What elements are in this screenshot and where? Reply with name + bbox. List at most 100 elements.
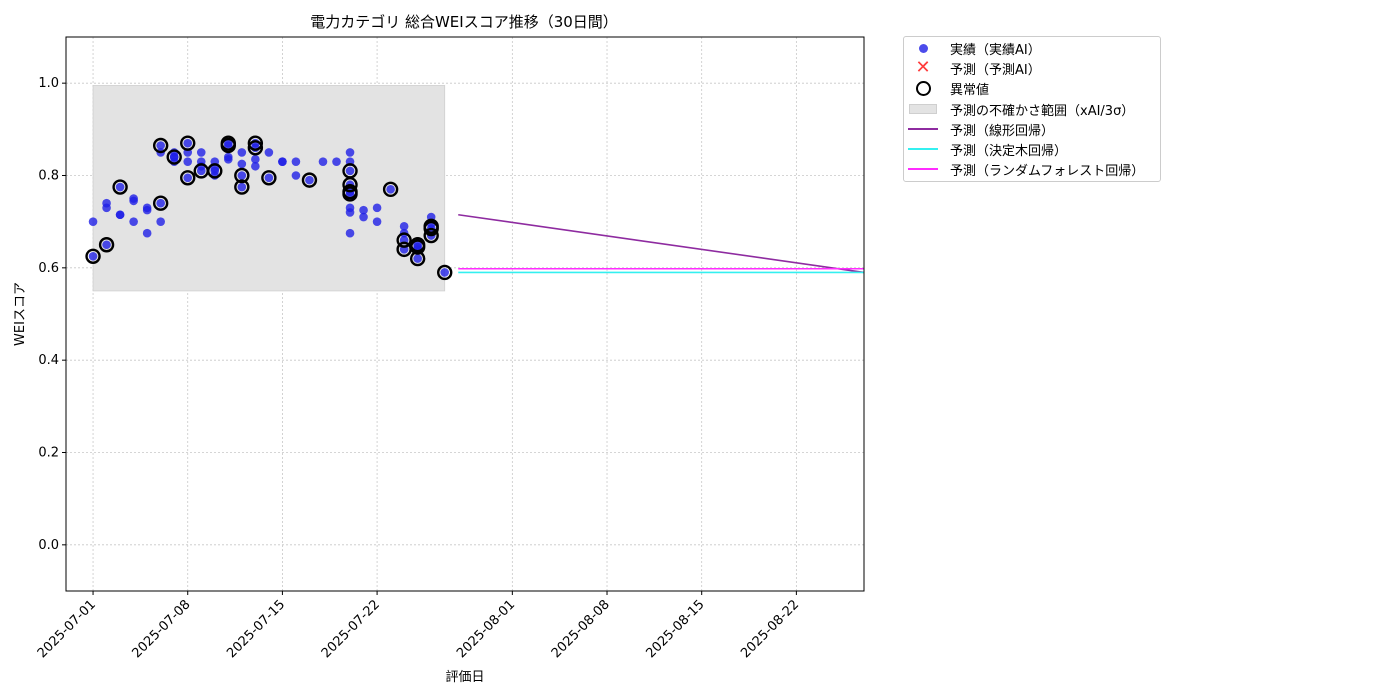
- actual-point: [345, 228, 355, 238]
- anomaly-ring: [152, 195, 169, 211]
- x-tick-label: 2025-08-15: [643, 597, 707, 661]
- y-tick-label: 0.2: [38, 446, 59, 461]
- actual-point: [115, 210, 125, 220]
- actual-point: [345, 148, 355, 157]
- anomaly-rings-group: [85, 135, 453, 281]
- y-tick-label: 0.0: [38, 538, 59, 553]
- actual-point: [196, 166, 206, 176]
- anomaly-ring: [409, 237, 426, 253]
- actual-point: [345, 166, 355, 176]
- anomaly-ring: [342, 186, 358, 202]
- anomaly-ring: [382, 181, 399, 198]
- legend-label-anomaly: 異常値: [950, 82, 990, 98]
- anomaly-ring: [152, 137, 169, 154]
- legend-label-band: 予測の不確かさ範囲（xAI/3σ）: [950, 103, 1135, 119]
- anomaly-ring: [247, 140, 264, 156]
- x-tick-label: 2025-08-22: [738, 597, 802, 661]
- anomaly-ring: [423, 220, 439, 237]
- line-swatch-icon: [908, 148, 938, 150]
- x-tick-label: 2025-07-15: [224, 597, 288, 661]
- anomaly-ring: [234, 167, 250, 184]
- actual-point: [169, 152, 179, 162]
- anomaly-ring: [112, 179, 128, 195]
- line-swatch-icon: [908, 168, 938, 170]
- actual-point: [291, 157, 301, 166]
- legend-label-predicted-ai: 予測（予測AI）: [950, 62, 1041, 78]
- anomaly-ring: [207, 163, 223, 179]
- actual-point: [305, 175, 314, 185]
- x-tick-label: 2025-07-22: [319, 597, 383, 661]
- actual-point: [224, 141, 233, 150]
- actual-point: [345, 208, 355, 217]
- actual-point: [251, 155, 260, 164]
- actual-point: [156, 217, 165, 226]
- actual-point: [318, 157, 328, 166]
- legend-label-tree: 予測（決定木回帰）: [950, 143, 1068, 159]
- legend-item-linear: 予測（線形回帰）: [904, 119, 1054, 139]
- actual-point: [156, 141, 165, 150]
- plot-frame: [65, 36, 865, 592]
- actual-point: [372, 217, 382, 226]
- actual-point: [291, 171, 301, 180]
- actual-point: [251, 161, 260, 171]
- actual-point: [372, 203, 382, 213]
- actual-point: [399, 221, 409, 231]
- actual-point: [224, 155, 233, 164]
- actual-point: [264, 173, 274, 183]
- actual-point: [129, 217, 138, 226]
- actual-point: [142, 203, 152, 213]
- uncertainty-band: [92, 85, 446, 292]
- actual-point: [278, 157, 287, 166]
- anomaly-ring: [437, 264, 453, 281]
- y-tick-label: 0.8: [38, 169, 59, 184]
- actual-point: [156, 198, 165, 208]
- actual-point: [386, 185, 395, 194]
- anomaly-ring: [180, 170, 196, 186]
- x-axis-ticks: 2025-07-01 2025-07-08 2025-07-15 2025-07-22…: [35, 591, 802, 661]
- anomaly-ring: [301, 172, 318, 188]
- anomaly-ring: [180, 135, 196, 151]
- line-swatch-icon: [908, 128, 938, 130]
- y-axis-label: WEIスコア: [13, 282, 28, 346]
- actual-point: [413, 240, 422, 250]
- anomaly-ring: [234, 179, 250, 195]
- actual-point: [88, 251, 98, 261]
- legend-item-forest: 予測（ランダムフォレスト回帰）: [904, 159, 1144, 179]
- actual-point: [210, 164, 220, 173]
- actual-point: [142, 228, 152, 238]
- y-tick-label: 0.4: [38, 353, 59, 368]
- actual-point: [237, 171, 247, 180]
- anomaly-ring: [166, 149, 182, 165]
- actual-point: [115, 182, 125, 192]
- anomaly-ring: [247, 135, 264, 151]
- anomaly-ring: [85, 248, 101, 264]
- actual-point: [183, 138, 193, 148]
- actual-point: [237, 148, 247, 157]
- legend-dot-icon: [918, 43, 928, 53]
- uncertainty-band-group: [92, 85, 446, 292]
- actual-point: [440, 268, 450, 277]
- linear-regression-line: [458, 213, 865, 274]
- band-swatch-icon: [909, 104, 937, 114]
- legend-item-tree: 予測（決定木回帰）: [904, 139, 1067, 159]
- y-tick-label: 0.6: [38, 261, 59, 276]
- legend-label-actual: 実績（実績AI）: [950, 42, 1041, 58]
- actual-point: [88, 217, 98, 226]
- x-tick-label: 2025-07-01: [35, 597, 99, 661]
- anomaly-ring: [220, 137, 237, 154]
- x-tick-label: 2025-08-01: [454, 597, 518, 661]
- anomaly-ring: [98, 237, 115, 253]
- x-mark-icon: ✕: [915, 57, 931, 78]
- actual-point: [359, 205, 368, 215]
- legend-item-anomaly: 異常値: [904, 78, 989, 98]
- actual-point: [102, 240, 111, 250]
- y-axis-ticks: 0.0 0.2 0.4 0.6 0.8 1.0: [38, 76, 66, 553]
- actual-point: [332, 157, 341, 166]
- actual-point: [183, 157, 193, 166]
- actual-point: [264, 148, 274, 157]
- legend-label-linear: 予測（線形回帰）: [950, 123, 1055, 139]
- actual-point: [413, 254, 422, 263]
- anomaly-ring: [396, 232, 412, 248]
- legend-item-band: 予測の不確かさ範囲（xAI/3σ）: [904, 99, 1134, 119]
